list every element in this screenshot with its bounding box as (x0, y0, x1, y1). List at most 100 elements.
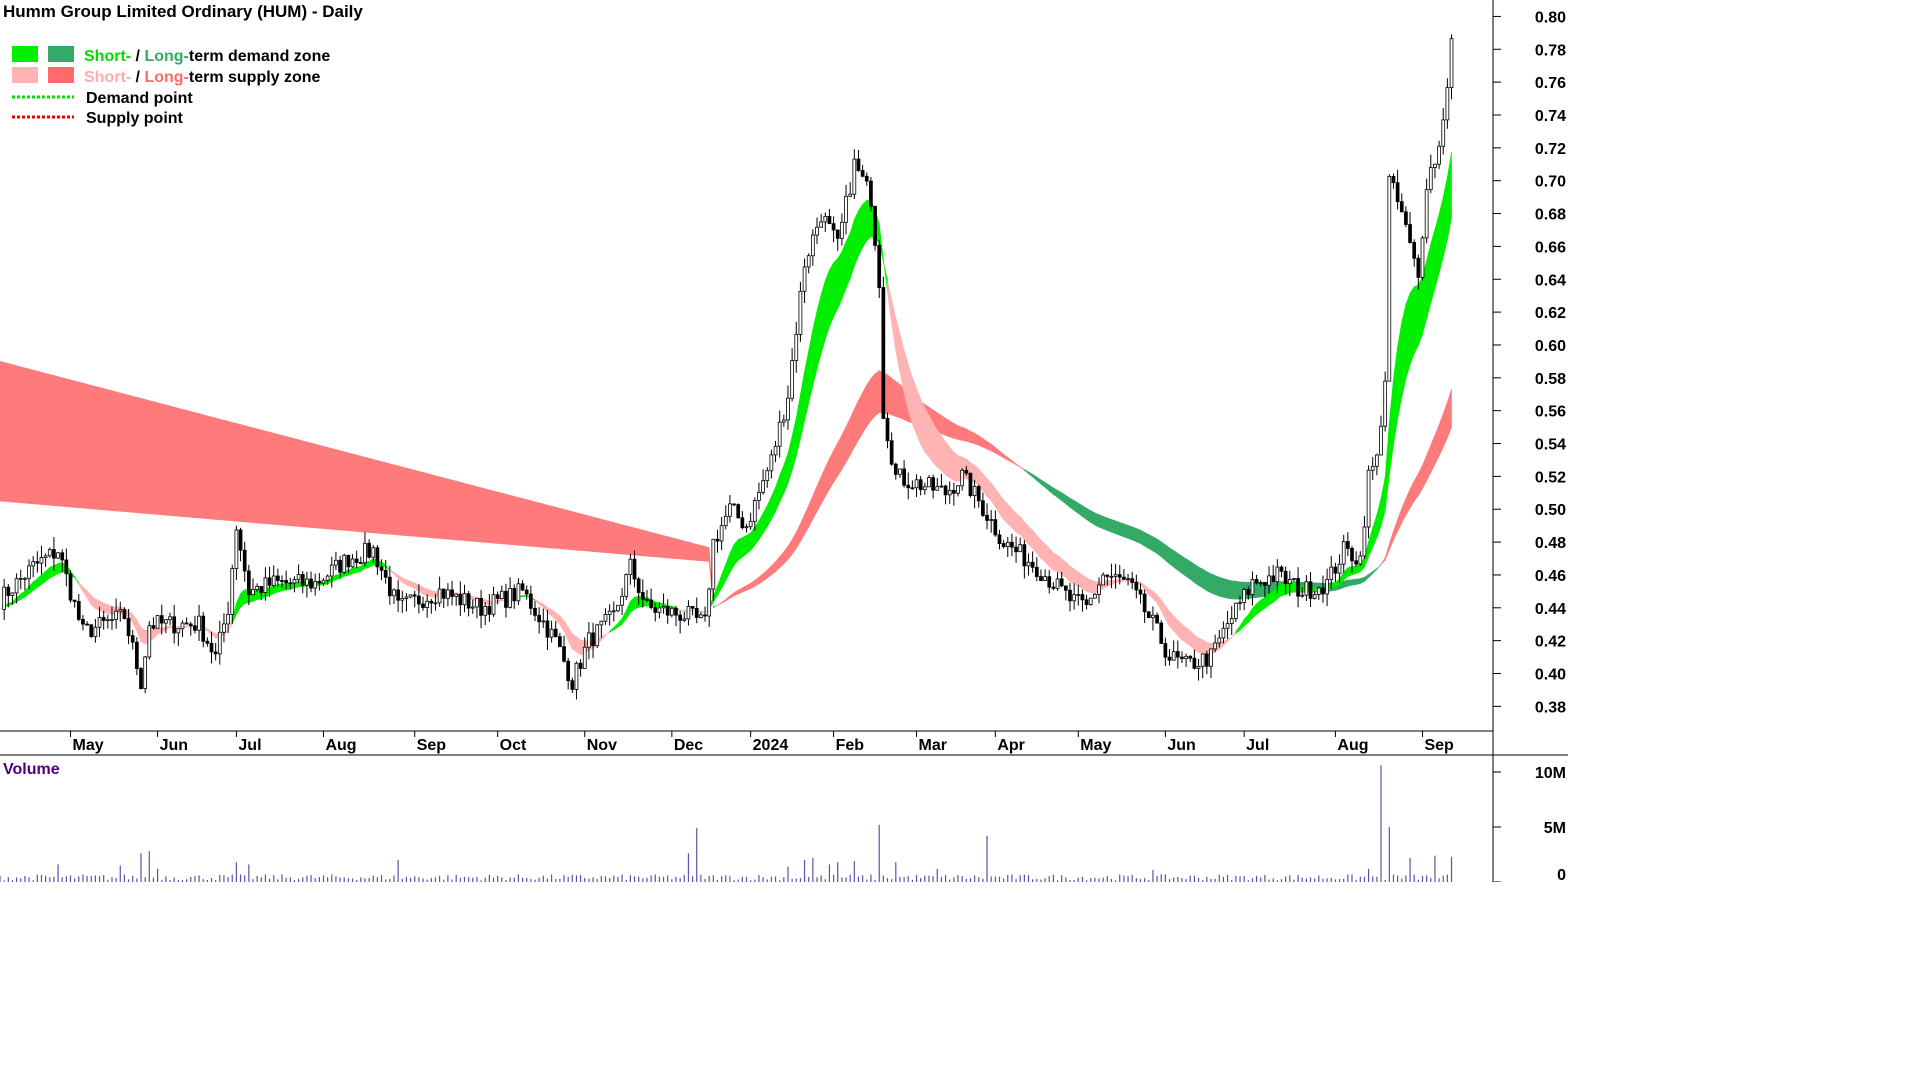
long-zone-44 (182, 408, 187, 518)
price-tick-label-9: 0.62 (1535, 305, 1566, 322)
candle-body-316 (1308, 581, 1313, 599)
long-zone-84 (348, 452, 353, 532)
price-tick-label-19: 0.42 (1535, 634, 1566, 651)
short-zone-5 (20, 590, 26, 600)
short-zone-310 (1285, 582, 1291, 596)
candle-body-13 (52, 549, 56, 559)
candle-body-12 (47, 549, 52, 557)
long-zone-58 (240, 424, 245, 523)
long-zone-87 (360, 455, 366, 533)
long-zone-166 (688, 541, 693, 561)
candle-body-237 (981, 500, 985, 516)
candle-body-269 (1113, 574, 1118, 577)
short-zone-252 (1044, 543, 1050, 568)
short-zone-217 (899, 333, 905, 393)
short-zone-347 (1438, 196, 1444, 274)
candle-body-220 (910, 487, 915, 490)
long-zone-91 (377, 460, 382, 534)
candle-body-6 (23, 577, 27, 580)
short-zone-288 (1194, 634, 1199, 654)
short-zone-304 (1260, 596, 1266, 612)
candle-body-99 (408, 594, 413, 598)
long-zone-298 (1235, 581, 1241, 600)
long-zone-1 (3, 362, 9, 503)
short-zone-238 (986, 477, 992, 502)
long-zone-4 (16, 365, 22, 504)
short-zone-222 (920, 398, 926, 453)
long-zone-9 (37, 370, 42, 505)
candle-body-80 (329, 564, 334, 577)
long-zone-40 (165, 404, 171, 516)
time-tick-label-6: Nov (587, 737, 617, 754)
short-zone-224 (928, 415, 934, 464)
long-zone-153 (634, 527, 639, 556)
price-tick-label-2: 0.76 (1535, 75, 1566, 92)
short-zone-177 (733, 538, 739, 567)
candle-body-55 (226, 613, 230, 625)
candle-body-116 (479, 597, 483, 616)
long-zone-181 (750, 579, 756, 590)
long-zone-164 (679, 539, 685, 560)
long-zone-240 (995, 446, 1000, 457)
long-zone-149 (617, 523, 623, 555)
long-zone-156 (646, 530, 652, 557)
candle-body-313 (1296, 578, 1300, 597)
long-zone-296 (1227, 579, 1233, 600)
short-zone-66 (273, 584, 279, 594)
long-zone-64 (265, 430, 270, 525)
candle-body-9 (35, 561, 40, 564)
short-zone-21 (86, 589, 92, 606)
long-zone-342 (1418, 465, 1423, 497)
short-zone-94 (389, 569, 395, 575)
long-zone-293 (1214, 575, 1220, 597)
candle-body-308 (1275, 566, 1280, 583)
candle-body-22 (89, 624, 94, 637)
candle-body-289 (1196, 665, 1201, 669)
long-zone-201 (833, 442, 839, 484)
short-zone-244 (1011, 508, 1017, 534)
short-zone-336 (1393, 346, 1398, 445)
short-zone-138 (572, 633, 577, 653)
long-zone-256 (1061, 492, 1067, 505)
candle-body-83 (342, 554, 347, 573)
long-zone-230 (953, 422, 959, 440)
candle-body-50 (205, 640, 210, 644)
candle-body-64 (263, 577, 268, 593)
short-zone-192 (795, 394, 801, 457)
candle-body-235 (972, 486, 977, 496)
candle-body-340 (1408, 224, 1412, 243)
candle-body-347 (1437, 145, 1441, 165)
long-zone-242 (1003, 453, 1009, 461)
candle-body-20 (81, 618, 85, 625)
short-zone-6 (24, 585, 30, 598)
short-zone-268 (1111, 579, 1116, 585)
short-zone-227 (941, 434, 946, 476)
short-zone-81 (335, 574, 341, 580)
candle-body-192 (794, 333, 799, 361)
candle-body-245 (1014, 546, 1018, 553)
short-zone-85 (352, 566, 357, 575)
long-zone-200 (829, 450, 834, 491)
candle-body-310 (1283, 570, 1288, 585)
short-zone-248 (1028, 525, 1033, 550)
long-zone-32 (132, 395, 138, 514)
candle-body-183 (757, 491, 761, 501)
short-zone-277 (1148, 588, 1154, 600)
candle-body-207 (856, 158, 861, 171)
short-zone-339 (1405, 293, 1411, 380)
candle-body-328 (1358, 555, 1363, 565)
long-zone-152 (630, 526, 635, 556)
long-zone-326 (1351, 578, 1357, 586)
short-zone-280 (1160, 598, 1166, 619)
long-zone-259 (1073, 500, 1079, 514)
long-zone-262 (1086, 507, 1092, 524)
long-zone-135 (559, 507, 565, 550)
candle-body-244 (1010, 541, 1014, 548)
long-zone-70 (290, 437, 295, 527)
short-zone-297 (1231, 630, 1237, 639)
candle-body-68 (280, 580, 284, 582)
short-zone-196 (812, 310, 818, 386)
candle-body-343 (1420, 237, 1425, 278)
short-zone-201 (833, 257, 839, 317)
candle-body-40 (164, 619, 168, 624)
